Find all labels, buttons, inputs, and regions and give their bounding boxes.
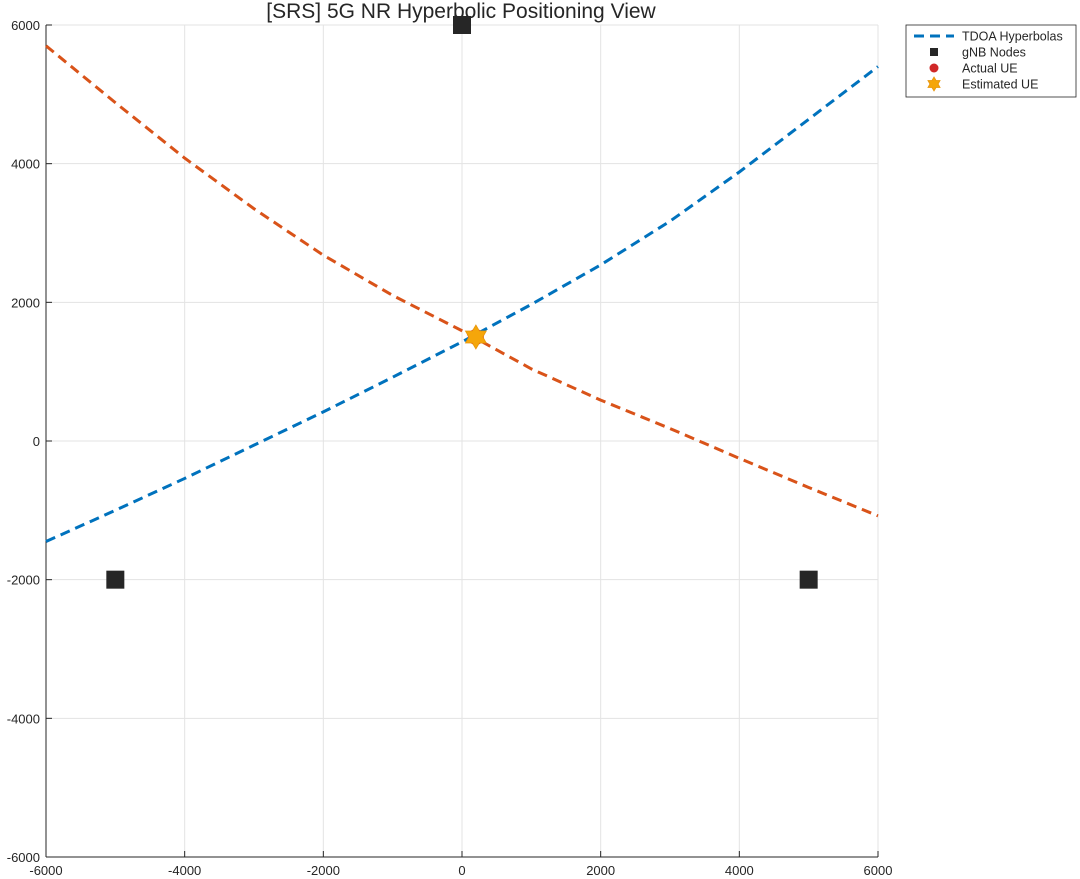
estimated-ue-marker-0 — [464, 324, 487, 350]
y-tick-label-2: -2000 — [7, 573, 40, 588]
chart-title: [SRS] 5G NR Hyperbolic Positioning View — [266, 0, 656, 23]
gnb-node-marker-1 — [106, 570, 125, 589]
x-tick-label-1: -4000 — [168, 863, 201, 878]
series-0 — [45, 65, 879, 543]
legend: TDOA Hyperbolas gNB Nodes Actual UE Estimat… — [905, 24, 1077, 98]
y-tick-label-3: 0 — [33, 434, 40, 449]
x-tick-label-0: -6000 — [29, 863, 62, 878]
axes: -6000 -4000 -2000 0 2000 4000 6000 -6000 -4000 -2… — [7, 18, 893, 878]
tdoa-hyperbola-line-1 — [45, 65, 879, 543]
data-series — [45, 16, 879, 589]
series-4 — [464, 324, 487, 350]
x-tick-label-5: 4000 — [725, 863, 754, 878]
legend-estimated-ue-swatch — [927, 76, 941, 92]
series-1 — [45, 44, 879, 518]
legend-label-2: Actual UE — [962, 62, 1018, 76]
gnb-node-marker-0 — [453, 16, 471, 34]
tdoa-hyperbola-line-2 — [45, 44, 879, 518]
legend-label-1: gNB Nodes — [962, 46, 1026, 60]
legend-label-0: TDOA Hyperbolas — [962, 30, 1063, 44]
legend-label-3: Estimated UE — [962, 78, 1038, 92]
x-tick-label-4: 2000 — [586, 863, 615, 878]
x-tick-label-6: 6000 — [864, 863, 893, 878]
gnb-node-marker-2 — [799, 570, 818, 589]
grid-lines — [45, 24, 879, 858]
y-tick-label-4: 2000 — [11, 295, 40, 310]
y-tick-label-5: 4000 — [11, 157, 40, 172]
legend-gnb-swatch — [930, 48, 938, 56]
x-tick-label-2: -2000 — [307, 863, 340, 878]
series-2 — [106, 16, 818, 589]
legend-actual-ue-swatch — [929, 63, 939, 73]
x-tick-label-3: 0 — [458, 863, 465, 878]
y-tick-label-1: -4000 — [7, 711, 40, 726]
y-tick-label-0: -6000 — [7, 850, 40, 865]
y-tick-label-6: 6000 — [11, 18, 40, 33]
